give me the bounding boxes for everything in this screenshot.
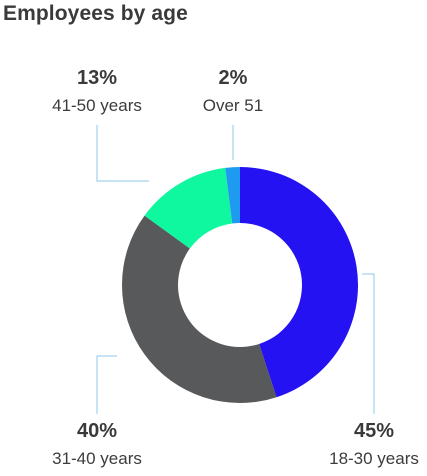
donut-slice-41-50-years [144,167,233,249]
leader-lines [96,125,375,414]
leader-line-18-30 [362,273,375,414]
callout-18-30: 45% 18-30 years [315,419,427,470]
leader-line-31-40 [96,355,117,414]
donut-slice-over-51 [225,167,240,224]
slice-pct-18-30: 45% [353,420,395,442]
slice-pct-over-51: 2% [218,67,248,89]
slice-group [121,167,358,404]
slice-label-18-30: 18-30 years [329,449,419,468]
slice-label-41-50: 41-50 years [52,96,142,115]
callout-31-40: 40% 31-40 years [38,419,156,470]
slice-pct-41-50: 13% [76,67,118,89]
slice-label-over-51: Over 51 [202,96,264,115]
slice-label-31-40: 31-40 years [52,449,142,468]
slice-pct-31-40: 40% [76,420,118,442]
donut-slice-31-40-years [121,215,277,404]
donut-slice-18-30-years [240,167,358,398]
callout-41-50: 13% 41-50 years [38,66,156,117]
callout-over-51: 2% Over 51 [183,66,283,117]
chart-title: Employees by age [3,2,188,25]
leader-line-41-50 [96,125,149,182]
